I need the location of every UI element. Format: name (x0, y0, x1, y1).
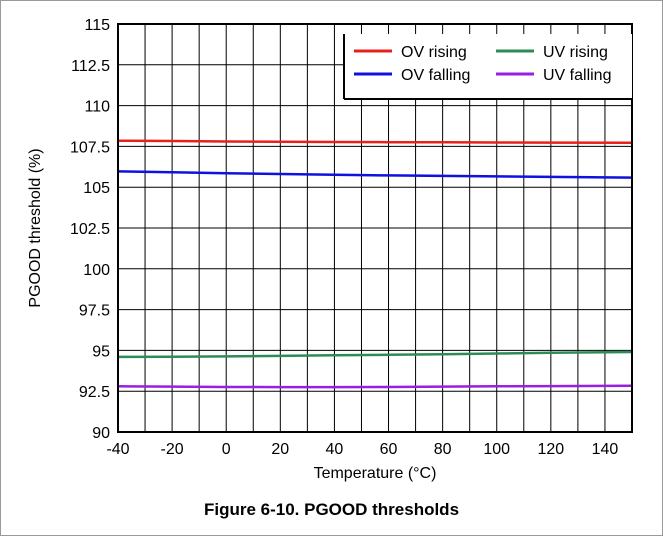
y-tick-label: 115 (84, 17, 110, 34)
legend: OV rising UV rising OV falling UV falling (343, 34, 632, 100)
y-tick-label: 107.5 (70, 139, 110, 156)
figure-caption: Figure 6-10. PGOOD thresholds (203, 500, 460, 519)
y-tick-label: 97.5 (79, 303, 110, 320)
x-tick-label: 120 (537, 441, 564, 458)
y-tick-label: 112.5 (71, 58, 110, 75)
y-tick-label: 100 (83, 262, 110, 279)
tick-labels: -40 -20 0 20 40 60 80 100 120 140 90 92.5 95 97.5 100 1… (70, 17, 618, 458)
x-tick-label: 20 (271, 441, 289, 458)
y-tick-label: 110 (84, 99, 110, 116)
y-tick-label: 105 (83, 180, 110, 197)
legend-entry-label: OV falling (401, 67, 470, 84)
x-tick-label: 40 (326, 441, 344, 458)
plot-area-border (117, 23, 633, 433)
y-tick-label: 95 (92, 343, 110, 360)
y-tick-label: 102.5 (70, 221, 110, 238)
x-tick-label: 100 (483, 441, 510, 458)
data-lines (117, 139, 633, 389)
legend-entry-label: UV rising (543, 44, 608, 61)
y-tick-label: 92.5 (79, 384, 110, 401)
series-line (117, 384, 633, 389)
legend-box (344, 34, 632, 99)
y-axis-label: PGOOD threshold (%) (27, 148, 44, 307)
y-tick-label: 90 (92, 425, 110, 442)
x-tick-label: 0 (222, 441, 231, 458)
series-line (117, 170, 633, 179)
legend-entry-label: UV falling (543, 67, 611, 84)
pgood-threshold-chart: -40 -20 0 20 40 60 80 100 120 140 90 92.5 95 97.5 100 1… (27, 17, 633, 482)
x-tick-label: 60 (380, 441, 398, 458)
x-tick-label: 140 (592, 441, 619, 458)
series-line (117, 139, 633, 145)
series-line (117, 350, 633, 359)
x-axis-label: Temperature (°C) (314, 465, 437, 482)
x-tick-label: 80 (434, 441, 452, 458)
x-tick-label: -20 (161, 441, 184, 458)
x-tick-label: -40 (106, 441, 129, 458)
legend-entry-label: OV rising (401, 44, 467, 61)
